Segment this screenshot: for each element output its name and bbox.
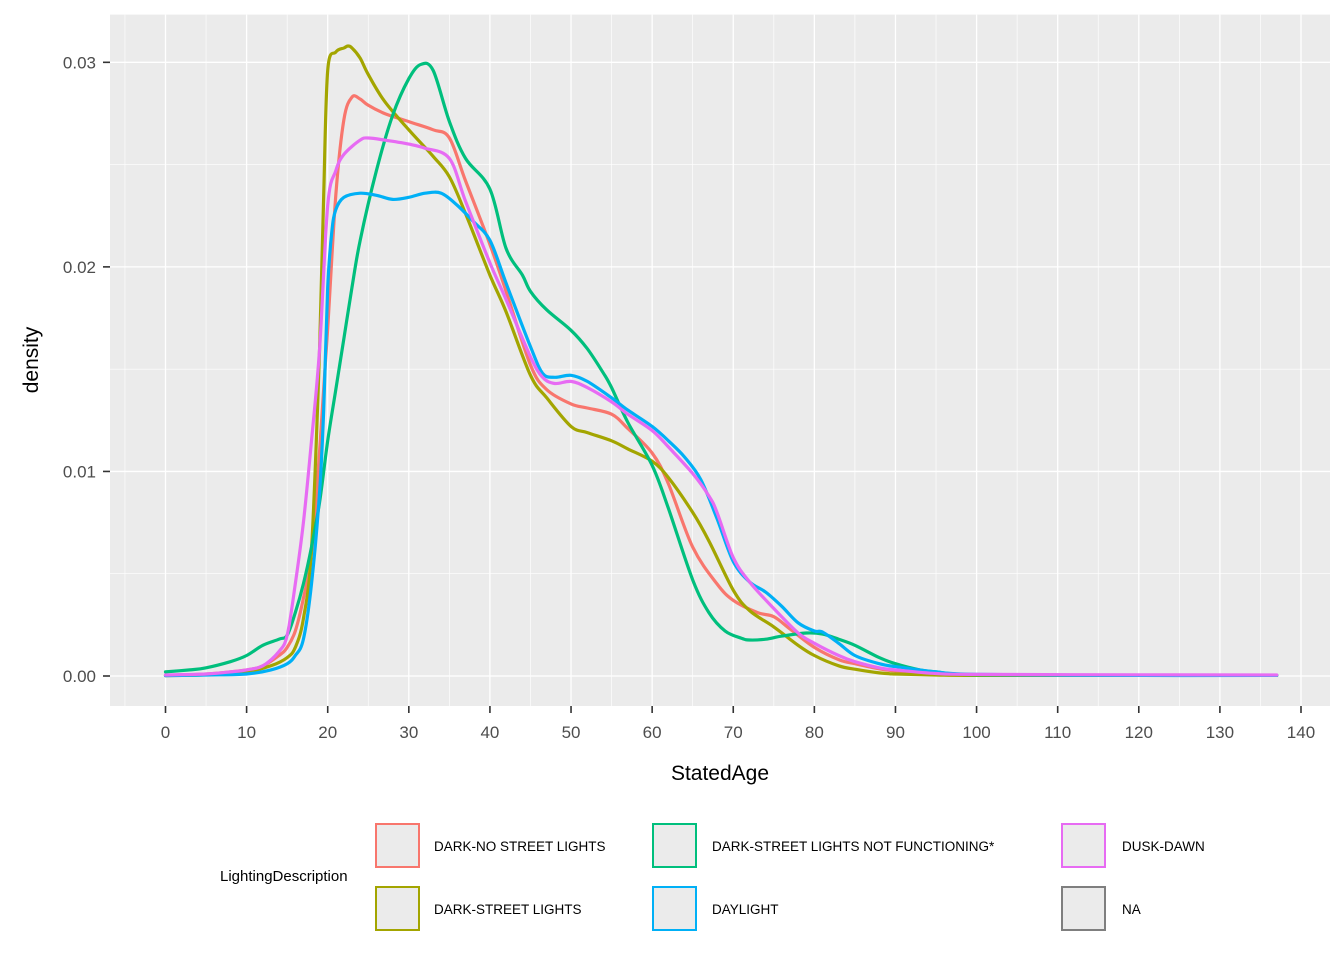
y-tick-label: 0.03 [63, 53, 96, 72]
legend-key-daylight [652, 886, 697, 931]
plot-canvas: 0 10 20 30 40 50 60 70 80 90 100 110 120 130 140 0.000… [20, 14, 1330, 785]
x-tick-label: 130 [1206, 723, 1234, 742]
legend-key-dark-no-street-lights [375, 823, 420, 868]
y-axis-tick-labels: 0.00 0.01 0.02 0.03 [63, 53, 96, 686]
legend-key-dusk-dawn [1061, 823, 1106, 868]
legend-title: LightingDescription [220, 868, 348, 885]
x-axis-title: StatedAge [671, 762, 769, 785]
density-curve-daylight [163, 190, 1279, 678]
x-tick-label: 0 [161, 723, 170, 742]
y-tick-label: 0.00 [63, 667, 96, 686]
x-tick-label: 10 [237, 723, 256, 742]
legend-key-dark-street-lights-not-functioning [652, 823, 697, 868]
x-tick-label: 30 [399, 723, 418, 742]
x-tick-label: 110 [1044, 723, 1071, 742]
x-tick-label: 140 [1287, 723, 1315, 742]
x-axis-tick-labels: 0 10 20 30 40 50 60 70 80 90 100 110 120 130 140 [161, 723, 1315, 742]
plot-panel-background [110, 14, 1330, 707]
x-tick-label: 60 [643, 723, 662, 742]
legend-key-dark-street-lights [375, 886, 420, 931]
x-tick-label: 120 [1125, 723, 1153, 742]
legend-label-dark-street-lights: DARK-STREET LIGHTS [434, 901, 582, 917]
axis-tick-marks [103, 61, 1302, 713]
legend-label-daylight: DAYLIGHT [712, 901, 779, 917]
x-tick-label: 80 [805, 723, 824, 742]
y-tick-label: 0.02 [63, 258, 96, 277]
x-tick-label: 50 [562, 723, 581, 742]
density-curve-dark-street-lights [163, 44, 1279, 678]
legend-label-dusk-dawn: DUSK-DAWN [1122, 838, 1205, 854]
legend-label-dark-street-lights-not-functioning: DARK-STREET LIGHTS NOT FUNCTIONING* [712, 838, 995, 854]
legend-label-dark-no-street-lights: DARK-NO STREET LIGHTS [434, 838, 606, 854]
y-axis-title: density [20, 326, 43, 393]
legend-key-na [1061, 886, 1106, 931]
legend-label-na: NA [1122, 901, 1141, 917]
x-tick-label: 100 [962, 723, 990, 742]
y-tick-label: 0.01 [63, 462, 96, 481]
density-curve-dark-street-lights-not-functioning [163, 61, 1279, 678]
x-tick-label: 40 [480, 723, 499, 742]
density-curve-dusk-dawn [163, 136, 1279, 677]
density-curves [163, 44, 1279, 678]
x-tick-label: 90 [886, 723, 905, 742]
x-tick-label: 70 [724, 723, 743, 742]
x-tick-label: 20 [318, 723, 337, 742]
